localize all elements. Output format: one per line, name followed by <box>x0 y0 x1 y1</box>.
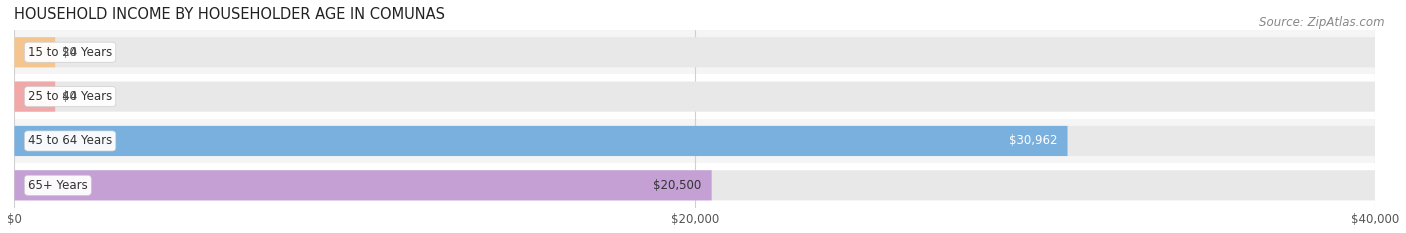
Text: 15 to 24 Years: 15 to 24 Years <box>28 46 112 59</box>
FancyBboxPatch shape <box>14 37 1375 67</box>
Text: Source: ZipAtlas.com: Source: ZipAtlas.com <box>1260 16 1385 29</box>
Text: $20,500: $20,500 <box>654 179 702 192</box>
Bar <box>14 163 1375 208</box>
FancyBboxPatch shape <box>14 170 711 200</box>
Text: 25 to 44 Years: 25 to 44 Years <box>28 90 112 103</box>
Text: $0: $0 <box>62 46 77 59</box>
FancyBboxPatch shape <box>14 126 1067 156</box>
FancyBboxPatch shape <box>14 82 55 112</box>
Text: $30,962: $30,962 <box>1010 134 1057 147</box>
Text: HOUSEHOLD INCOME BY HOUSEHOLDER AGE IN COMUNAS: HOUSEHOLD INCOME BY HOUSEHOLDER AGE IN C… <box>14 7 446 22</box>
FancyBboxPatch shape <box>14 82 1375 112</box>
Bar <box>14 74 1375 119</box>
Text: $0: $0 <box>62 90 77 103</box>
FancyBboxPatch shape <box>14 126 1375 156</box>
FancyBboxPatch shape <box>14 170 1375 200</box>
FancyBboxPatch shape <box>14 37 55 67</box>
Text: 65+ Years: 65+ Years <box>28 179 87 192</box>
Bar <box>14 119 1375 163</box>
Text: 45 to 64 Years: 45 to 64 Years <box>28 134 112 147</box>
Bar <box>14 30 1375 74</box>
